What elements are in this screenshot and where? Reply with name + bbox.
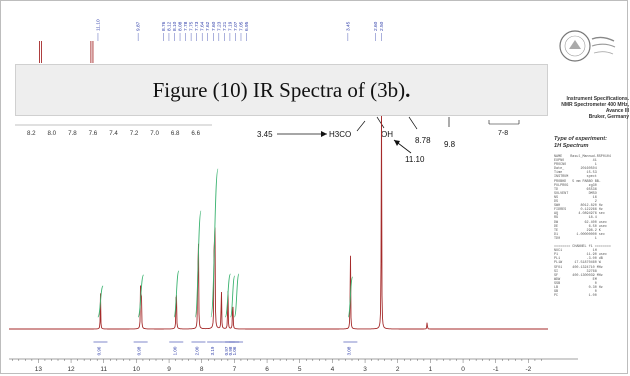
peak-label: 7.78 [183, 21, 189, 31]
oh-arrow-head [394, 140, 400, 146]
peak-label: 9.87 [136, 21, 142, 31]
peak-label: 11.10 [95, 19, 101, 31]
h3co-shift-label: 3.45 [257, 130, 273, 139]
inset-tick-label: 8.2 [27, 130, 36, 137]
spectrum-line [9, 105, 548, 330]
oh-label: OH [381, 130, 393, 139]
peak-label: 2.60 [373, 21, 379, 31]
shift-98-label: 9.8 [444, 140, 456, 149]
inset-tick-label: 7.8 [68, 130, 77, 137]
inset-tick-label: 8.0 [48, 130, 57, 137]
instrument-spec: Instrument Specifications. NMR Spectrome… [554, 96, 629, 120]
x-tick-label: 3 [363, 366, 367, 373]
integral-value: 0.98 [137, 346, 142, 355]
x-tick-label: 11 [100, 366, 107, 373]
inset-tick-label: 6.8 [171, 130, 180, 137]
x-tick-label: 9 [167, 366, 171, 373]
shift-878-label: 8.78 [415, 136, 431, 145]
instrument-spec-line1: NMR Spectrometer 400 MHz, Avance III [561, 102, 629, 114]
peak-label-group: 11.10 9.87 8.76 8.12 8.10 8.08 7.78 7.75 7.73 7.6… [95, 19, 385, 41]
peak-label: 7.07 [233, 21, 239, 31]
experiment-line2: 1H Spectrum [554, 142, 589, 149]
peak-label: 7.19 [227, 21, 233, 31]
peak-label: 7.60 [211, 21, 217, 31]
bond-line [356, 120, 366, 132]
figure-caption-text: Figure (10) IR Spectra of (3b) [152, 77, 406, 102]
integral-curve [194, 210, 202, 318]
peak-label: 7.75 [189, 21, 195, 31]
x-tick-label: 8 [200, 366, 204, 373]
range-78-label: 7-8 [498, 130, 508, 137]
inset-tick-label: 6.6 [191, 130, 200, 137]
peak-label: 8.76 [161, 21, 167, 31]
integral-value: 1.00 [172, 346, 177, 355]
integral-value: 0.96 [96, 346, 101, 355]
integral-value: 3.08 [346, 346, 351, 355]
integral-curve [97, 285, 104, 318]
integral-curve [210, 168, 219, 318]
peak-label: 8.12 [166, 21, 172, 31]
bond-line [376, 116, 385, 129]
x-tick-label: 7 [233, 366, 237, 373]
x-tick-label: 1 [429, 366, 433, 373]
peak-label: 3.45 [345, 21, 351, 31]
acquisition-parameters: NAME Rasul_Mannud-RSP0104 EXPNO 41 PROCN… [554, 155, 611, 299]
x-axis: 13 12 11 10 9 8 7 6 5 4 3 2 1 0 -1 -2 [9, 358, 578, 373]
oh-shift-label: 11.10 [405, 155, 425, 164]
integral-value: 0.98 [228, 346, 233, 355]
peak-label: 8.08 [178, 21, 184, 31]
inset-spectrum: 8.2 8.0 7.8 7.6 7.4 7.2 7.0 6.8 6.6 [15, 41, 212, 137]
experiment-line1: Type of experiment: [554, 136, 607, 142]
peak-label: 7.05 [238, 21, 244, 31]
parameters-panel: Instrument Specifications. NMR Spectrome… [554, 96, 629, 366]
bond-line [408, 116, 418, 130]
instrument-spec-title: Instrument Specifications. [566, 96, 629, 102]
peak-label: 7.73 [194, 21, 200, 31]
main-spectrum [9, 105, 548, 330]
h3co-label: H3CO [329, 130, 351, 139]
integral-curve [347, 276, 354, 318]
x-tick-label: -1 [493, 366, 499, 373]
integral-group: 0.96 0.98 1.00 2.00 3.19 0.97 0.981.06 3.08 [93, 168, 358, 355]
peak-label: 6.95 [244, 21, 250, 31]
x-tick-label: 4 [331, 366, 335, 373]
inset-tick-label: 7.0 [150, 130, 159, 137]
peak-label: 7.62 [205, 21, 211, 31]
figure-caption: Figure (10) IR Spectra of (3b). [15, 64, 548, 116]
integral-curve [173, 270, 180, 318]
peak-label: 2.50 [379, 21, 385, 31]
x-tick-label: 0 [461, 366, 465, 373]
inset-tick-label: 7.4 [109, 130, 118, 137]
peak-label: 8.10 [172, 21, 178, 31]
x-tick-label: 6 [265, 366, 269, 373]
peak-label: 7.64 [200, 21, 206, 31]
experiment-type: Type of experiment: 1H Spectrum [554, 136, 629, 149]
integral-curve [230, 275, 236, 318]
x-tick-label: 2 [396, 366, 400, 373]
instrument-spec-line2: Bruker, Germany [588, 114, 629, 120]
x-tick-label: -2 [526, 366, 532, 373]
peak-label: 7.23 [216, 21, 222, 31]
peak-label: 7.21 [222, 21, 228, 31]
inset-tick-label: 7.6 [89, 130, 98, 137]
x-tick-label: 13 [35, 366, 43, 373]
x-tick-label: 10 [133, 366, 141, 373]
integral-value: 0.97 [224, 346, 229, 355]
university-seal-icon [558, 29, 618, 63]
figure-caption-period: . [405, 77, 411, 102]
integral-value: 3.19 [210, 346, 215, 355]
integral-value: 1.06 [232, 346, 237, 355]
x-tick-label: 5 [298, 366, 302, 373]
integral-value: 2.00 [194, 346, 199, 355]
x-tick-label: 12 [67, 366, 75, 373]
integral-curve [233, 273, 240, 318]
integral-curve [224, 273, 231, 318]
h3co-arrow-head [321, 131, 327, 137]
structure-fragment: 3.45 H3CO OH 11.10 8.78 9.8 7-8 [257, 116, 520, 164]
inset-tick-label: 7.2 [130, 130, 139, 137]
integral-curve [137, 274, 145, 318]
